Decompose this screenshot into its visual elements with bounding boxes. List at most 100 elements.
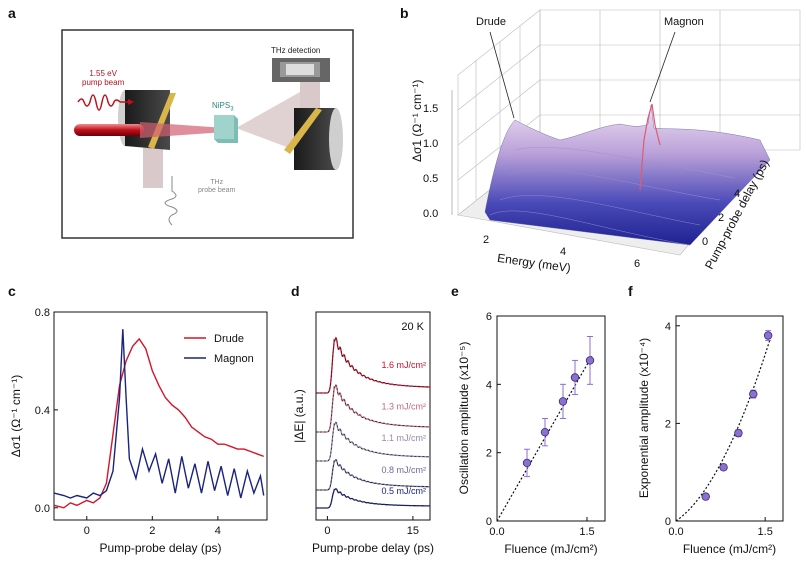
- pump-beam-rod: [74, 124, 144, 136]
- panel-label-b: b: [400, 5, 409, 21]
- pump-arrow-icon: [128, 99, 134, 105]
- e-y-tick-label: 0: [486, 516, 492, 528]
- e-data-point: [570, 373, 580, 382]
- d-fit: [316, 421, 431, 462]
- c-y-tick-label: 0.0: [35, 503, 50, 515]
- drude-annotation: Drude: [476, 16, 506, 28]
- sample-label: NiPS3: [212, 101, 234, 113]
- y-tick-label: 0: [702, 236, 709, 248]
- e-data-point: [558, 397, 568, 406]
- f-data-point: [763, 331, 773, 340]
- x-tick-label: 4: [560, 246, 567, 258]
- d-x-tick-label: 0: [324, 525, 330, 537]
- f-y-tick-label: 2: [665, 418, 671, 430]
- d-ylabel: |ΔE| (a.u.): [292, 389, 306, 443]
- f-data-point: [701, 492, 710, 501]
- c-series-magnon: [53, 329, 265, 499]
- drude-arrow: [489, 31, 515, 119]
- d-temperature-label: 20 K: [401, 321, 424, 333]
- pump-label: 1.55 eV pump beam: [82, 69, 124, 87]
- c-y-tick-label: 0.4: [35, 405, 50, 417]
- e-y-tick-label: 6: [486, 311, 492, 323]
- z-tick-label: 0.5: [423, 173, 439, 185]
- e-data-point: [540, 427, 550, 437]
- detection-label: THz detection: [271, 46, 321, 55]
- sample-subscript: 3: [230, 106, 234, 113]
- d-fit: [316, 337, 431, 394]
- d-fit: [316, 488, 431, 509]
- f-y-tick-label: 0: [665, 516, 671, 528]
- surface-body: [484, 103, 771, 246]
- d-fit: [316, 459, 431, 491]
- d-fluence-label: 0.5 mJ/cm²: [381, 486, 426, 496]
- y-tick-label: 4: [734, 188, 741, 200]
- e-xlabel: Fluence (mJ/cm²): [504, 542, 597, 556]
- f-x-tick-label: 1.5: [758, 526, 773, 538]
- pump-cone: [140, 122, 225, 138]
- c-x-tick-label: 2: [149, 525, 155, 537]
- pump-energy-label: 1.55 eV: [89, 69, 117, 78]
- c-x-tick-label: 4: [215, 525, 221, 537]
- probe-label-line1: THz: [210, 179, 224, 186]
- e-data-point: [522, 458, 532, 468]
- panel-label-e: e: [451, 283, 459, 299]
- d-xlabel: Pump-probe delay (ps): [312, 541, 434, 555]
- c-ylabel: Δσ1 (Ω⁻¹ cm⁻¹): [9, 375, 23, 457]
- x-tick-label: 6: [634, 258, 641, 270]
- f-fit-line: [675, 339, 771, 522]
- c-legend-label: Drude: [214, 333, 244, 345]
- f-ylabel: Exponential amplitude (x10⁻⁴): [637, 338, 651, 498]
- d-x-tick-label: 15: [407, 525, 419, 537]
- x-tick-label: 2: [483, 234, 490, 246]
- c-frame: [53, 311, 268, 521]
- d-fluence-label: 1.1 mJ/cm²: [381, 433, 426, 443]
- f-data-point: [734, 428, 743, 438]
- f-x-tick-label: 0.0: [668, 526, 683, 538]
- f-frame: [675, 315, 784, 522]
- y-tick-label: 2: [718, 212, 725, 224]
- d-fluence-label: 0.8 mJ/cm²: [381, 465, 426, 475]
- probe-beam-lower: [143, 148, 163, 188]
- e-frame: [496, 315, 606, 522]
- e-x-tick-label: 0.0: [489, 526, 504, 538]
- probe-label-line2: probe beam: [198, 187, 236, 194]
- pump-wave-icon: [77, 94, 121, 111]
- magnon-arrow: [649, 31, 676, 103]
- panel-label-a: a: [8, 5, 16, 21]
- d-fit: [316, 384, 431, 433]
- f-y-tick-label: 4: [665, 321, 671, 333]
- sample-name: NiPS: [212, 101, 231, 110]
- z-tick-label: 1.0: [423, 138, 439, 150]
- thz-detector-icon: [272, 58, 330, 82]
- c-x-tick-label: 0: [84, 525, 90, 537]
- z-tick-label: 0.0: [423, 208, 439, 220]
- z-tick-label: 1.5: [423, 103, 439, 115]
- d-fluence-label: 1.6 mJ/cm²: [381, 360, 426, 370]
- e-y-tick-label: 2: [486, 448, 492, 460]
- magnon-annotation: Magnon: [664, 16, 704, 28]
- right-parabolic-mirror: [284, 108, 343, 170]
- panel-label-d: d: [291, 283, 300, 299]
- pump-beam-label: pump beam: [82, 78, 125, 87]
- c-legend-label: Magnon: [214, 353, 254, 365]
- f-data-point: [719, 463, 728, 472]
- e-ylabel: Oscillation amplitude (x10⁻⁵): [457, 342, 471, 495]
- c-y-tick-label: 0.8: [35, 307, 50, 319]
- thz-beam-cone: [236, 92, 300, 152]
- sample-crystal: [214, 115, 238, 143]
- panel-label-c: c: [8, 283, 16, 299]
- c-series-drude: [53, 337, 264, 509]
- probe-pulse-icon: [164, 176, 178, 226]
- d-frame: [315, 311, 431, 521]
- e-data-point: [585, 356, 595, 365]
- e-y-tick-label: 4: [486, 379, 492, 391]
- f-xlabel: Fluence (mJ/cm²): [683, 542, 776, 556]
- panel-label-f: f: [628, 283, 633, 299]
- f-data-point: [749, 389, 758, 399]
- e-fit-line: [496, 356, 593, 522]
- d-fluence-label: 1.3 mJ/cm²: [381, 402, 426, 412]
- e-x-tick-label: 1.5: [579, 526, 594, 538]
